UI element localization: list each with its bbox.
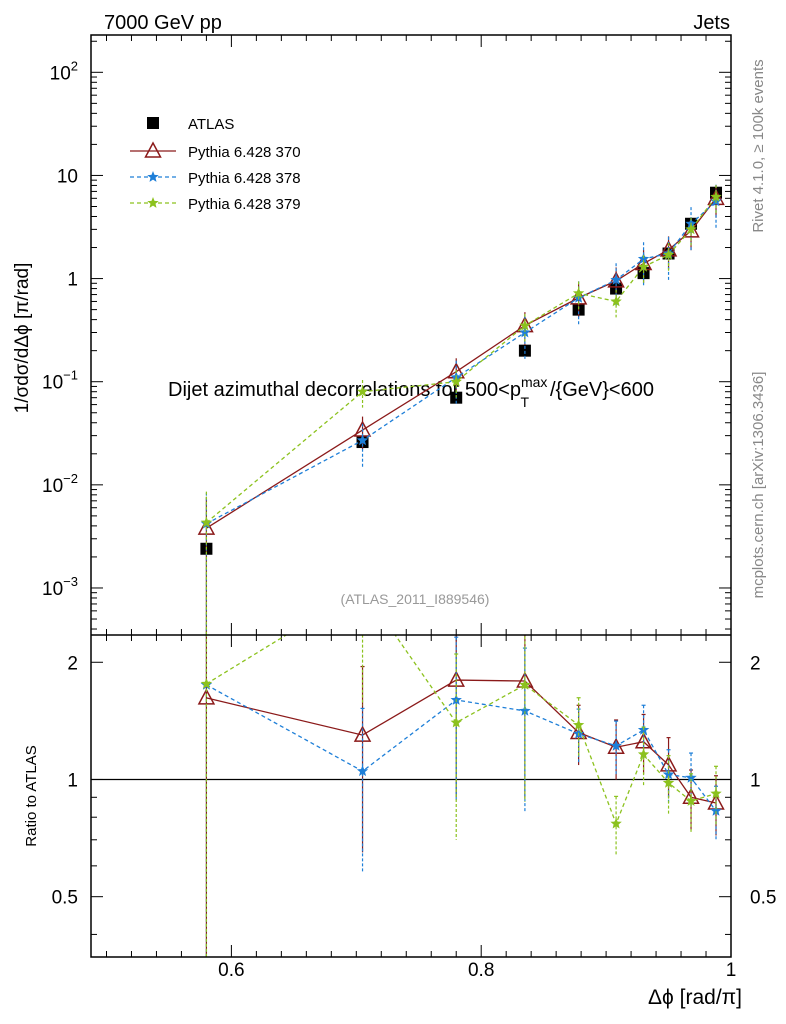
- series-line-pythia-6-428-378: [206, 200, 717, 525]
- ratio-point-pythia-6-428-378: [662, 768, 675, 780]
- ratio-point-pythia-6-428-379: [200, 677, 213, 689]
- ratio-y-tick-label-right: 2: [750, 653, 761, 674]
- series-line-pythia-6-428-370: [206, 197, 717, 529]
- legend-label-pythia-6-428-379: Pythia 6.428 379: [188, 196, 301, 213]
- data-point-pythia-6-428-379: [662, 248, 675, 260]
- ratio-y-tick-label: 1: [67, 770, 78, 791]
- data-point-pythia-6-428-378: [637, 252, 650, 264]
- ratio-y-tick-label: 2: [67, 653, 78, 674]
- ratio-point-pythia-6-428-378: [519, 704, 531, 716]
- header-left: 7000 GeV pp: [104, 12, 222, 34]
- ratio-point-pythia-6-428-379: [450, 716, 462, 728]
- ratio-line-pythia-6-428-379: [206, 635, 717, 826]
- data-point-pythia-6-428-370: [682, 221, 700, 238]
- y-tick-label: 10: [57, 166, 78, 187]
- series-line-pythia-6-428-379: [205, 196, 717, 524]
- ratio-point-pythia-6-428-379: [572, 719, 585, 730]
- legend-marker-atlas: [147, 117, 159, 129]
- data-point-pythia-6-428-379: [637, 260, 650, 272]
- y-tick-label: 10−3: [42, 574, 78, 600]
- ratio-y-tick-label: 0.5: [52, 888, 78, 909]
- data-point-pythia-6-428-379: [572, 287, 585, 299]
- ratio-point-pythia-6-428-379: [637, 748, 650, 760]
- ratio-point-pythia-6-428-378: [685, 771, 697, 783]
- data-point-pythia-6-428-370: [607, 271, 625, 288]
- y-tick-label: 1: [67, 270, 78, 291]
- ratio-point-pythia-6-428-379: [662, 776, 675, 788]
- data-point-pythia-6-428-379: [356, 385, 369, 397]
- ratio-point-pythia-6-428-379: [519, 678, 531, 690]
- rivet-version-label: Rivet 4.1.0, ≥ 100k events: [750, 59, 767, 232]
- data-point-pythia-6-428-379: [610, 295, 622, 307]
- data-point-pythia-6-428-370: [707, 188, 725, 206]
- ratio-y-tick-label-right: 0.5: [750, 888, 776, 909]
- data-point-pythia-6-428-379: [450, 375, 462, 387]
- ratio-point-pythia-6-428-378: [710, 805, 722, 816]
- data-point-pythia-6-428-378: [356, 434, 369, 446]
- data-point-pythia-6-428-379: [519, 319, 531, 331]
- main-y-axis-label: 1/σdσ/dΔϕ [π/rad]: [12, 263, 33, 414]
- data-point-pythia-6-428-379: [200, 516, 213, 528]
- y-tick-label: 10−2: [42, 471, 78, 497]
- header-right: Jets: [693, 12, 730, 34]
- legend-marker-pythia-6-428-370: [144, 141, 162, 158]
- ratio-point-pythia-6-428-379: [685, 795, 697, 806]
- x-axis-label: Δϕ [rad/π]: [648, 986, 742, 1009]
- legend-label-pythia-6-428-378: Pythia 6.428 378: [188, 170, 301, 187]
- y-tick-label: 10−1: [42, 368, 78, 394]
- ratio-point-pythia-6-428-378: [610, 739, 622, 751]
- analysis-watermark: (ATLAS_2011_I889546): [341, 591, 490, 607]
- data-point-pythia-6-428-378: [519, 326, 531, 338]
- plot-frame: [90, 34, 732, 958]
- y-tick-label: 102: [50, 58, 78, 84]
- ratio-line-pythia-6-428-378: [206, 684, 717, 812]
- ratio-point-pythia-6-428-379: [610, 817, 622, 829]
- ratio-point-pythia-6-428-378: [356, 765, 369, 777]
- ratio-y-tick-label-right: 1: [750, 770, 761, 791]
- legend-marker-pythia-6-428-378: [147, 171, 159, 182]
- x-tick-label: 0.8: [468, 960, 494, 981]
- mcplots-label: mcplots.cern.ch [arXiv:1306.3436]: [750, 372, 767, 599]
- data-point-pythia-6-428-379: [710, 190, 722, 202]
- chart-title: Dijet azimuthal decorrelations for 500<p…: [168, 374, 654, 410]
- legend-label-atlas: ATLAS: [188, 116, 234, 133]
- x-tick-label: 0.6: [218, 960, 244, 981]
- ratio-point-pythia-6-428-379: [710, 787, 722, 799]
- x-tick-label: 1: [726, 960, 737, 981]
- legend-label-pythia-6-428-370: Pythia 6.428 370: [188, 144, 301, 161]
- data-point-pythia-6-428-379: [685, 223, 697, 235]
- legend-marker-pythia-6-428-379: [147, 197, 159, 208]
- ratio-y-axis-label: Ratio to ATLAS: [23, 745, 40, 846]
- data-point-atlas: [518, 344, 531, 357]
- data-point-pythia-6-428-378: [610, 273, 622, 285]
